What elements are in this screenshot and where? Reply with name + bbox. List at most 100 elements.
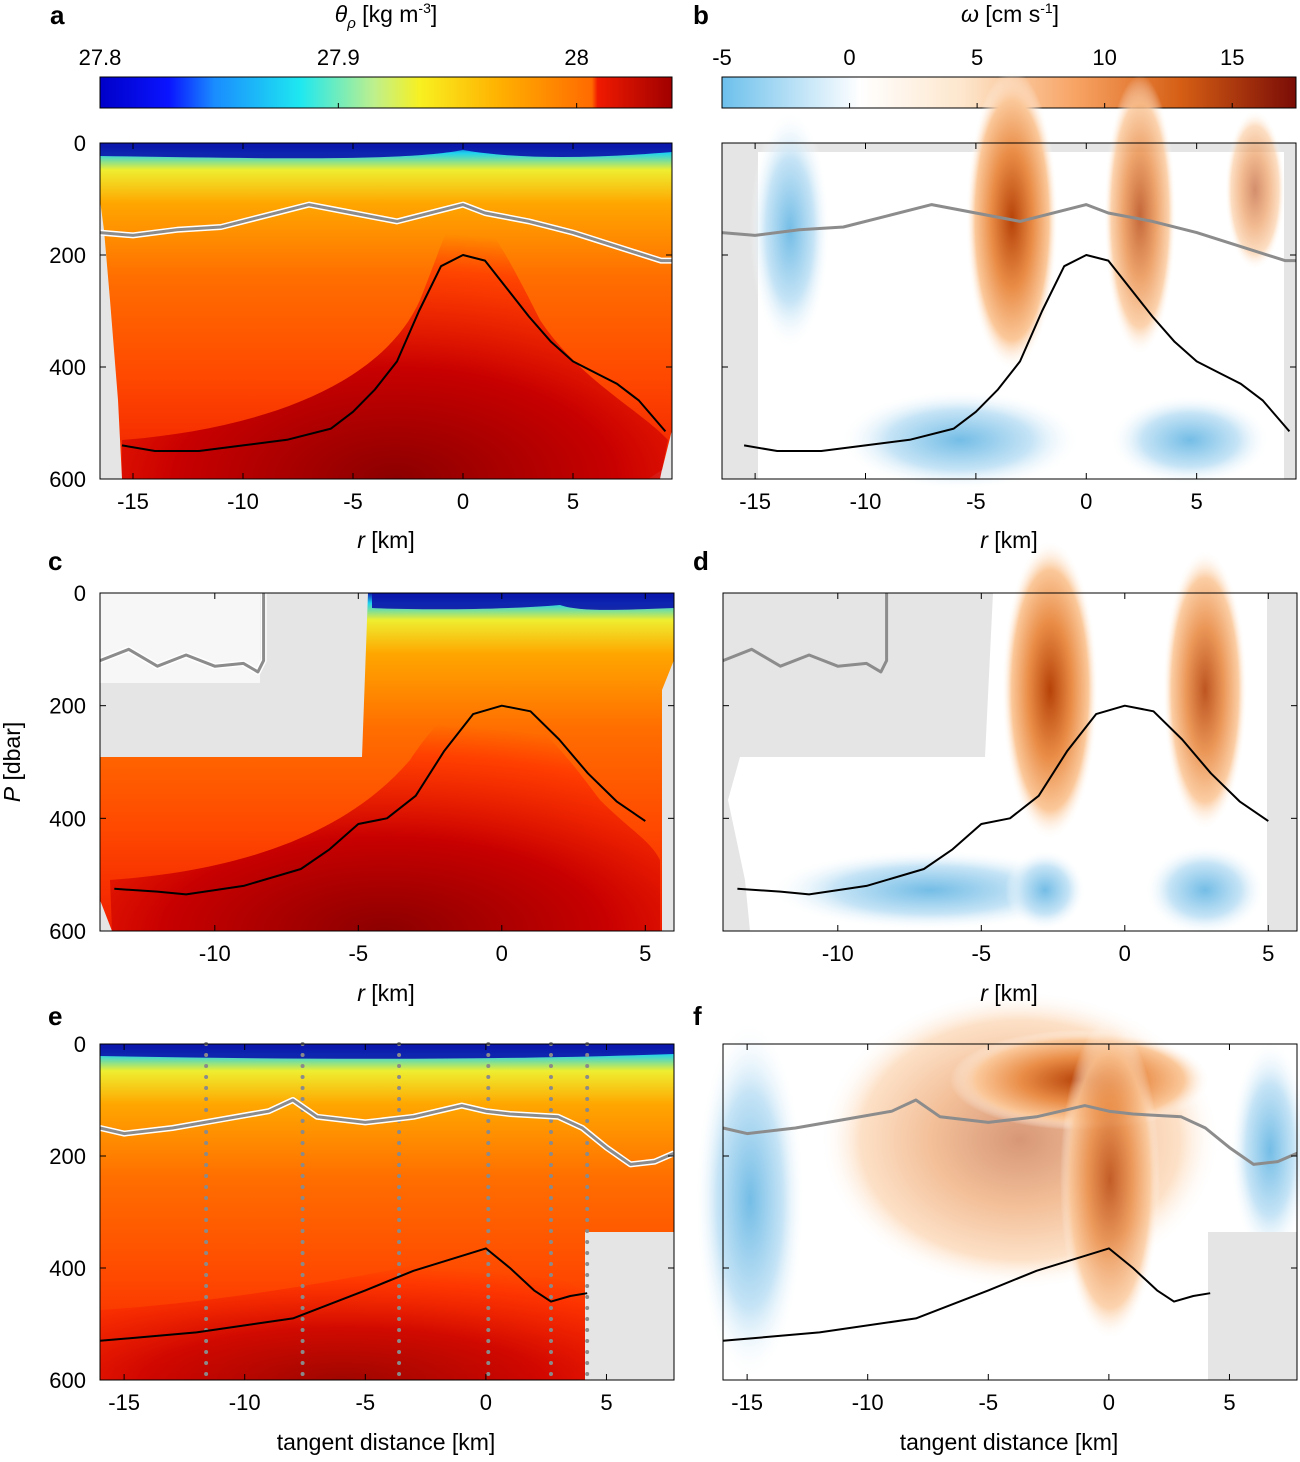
x-tick-label: 5: [1223, 1390, 1235, 1415]
y-tick-label: 0: [74, 131, 86, 156]
panel-c-missing-data-light: [100, 593, 260, 683]
panel-f-frame: [722, 1043, 1298, 1381]
panel-f-cold-cell-1: [695, 1020, 805, 1380]
panel-d-cold-cell-2: [1145, 845, 1265, 935]
x-tick-label: 5: [639, 941, 651, 966]
y-tick-label: 0: [74, 581, 86, 606]
panel-letter-c: c: [48, 546, 62, 576]
panel-e-dense-layer: [100, 1250, 585, 1380]
panel-f-warm-wide: [820, 990, 1220, 1290]
y-tick-label: 200: [49, 243, 86, 268]
panel-d-field: [728, 593, 1267, 931]
panel-e: e -15 -10 -5 0 5 0 200 400 600: [48, 1001, 676, 1415]
y-tick-label: 400: [49, 355, 86, 380]
panel-e-surface-layer: [100, 1044, 674, 1059]
isopycnal-line: [114, 704, 646, 896]
colorbar-a-label: θρ [kg m-3]: [335, 0, 438, 32]
panel-f-missing-data: [1208, 1232, 1297, 1380]
panel-b-frame: [721, 142, 1297, 480]
panel-c: c -10 -5 0 5 0 200 400 600: [48, 546, 675, 966]
panel-d-warm-cell-2: [1163, 550, 1247, 830]
x-tick-label: -5: [979, 1390, 999, 1415]
x-tick-label: 5: [1191, 489, 1203, 514]
panel-a-dense-core: [122, 205, 668, 479]
panel-b-cold-cell-2: [840, 390, 1080, 490]
panel-b-cold-cell-3: [1110, 395, 1270, 485]
panel-d: d -10 -5 0 5: [693, 540, 1298, 966]
axis-label-a-x: r [km]: [357, 527, 415, 553]
axis-label-d-x: r [km]: [980, 980, 1038, 1006]
mixed-layer-line: [722, 593, 889, 674]
y-tick-label: 400: [49, 1256, 86, 1281]
panel-a-surface-layer: [100, 143, 672, 159]
colorbar-tick-label: 10: [1092, 45, 1116, 70]
isopycnal-line: [743, 254, 1291, 452]
panel-letter-b: b: [693, 0, 709, 30]
panel-d-cold-cell-3: [1005, 850, 1085, 930]
y-tick-label: 200: [49, 1144, 86, 1169]
panel-a-frame: [99, 142, 673, 480]
panel-c-dense-core: [110, 700, 660, 931]
x-tick-label: -10: [199, 941, 231, 966]
y-tick-label: 600: [49, 467, 86, 492]
x-tick-label: -10: [852, 1390, 884, 1415]
y-tick-label: 400: [49, 806, 86, 831]
x-tick-label: 0: [457, 489, 469, 514]
y-tick-label: 200: [49, 694, 86, 719]
colorbar-a: 27.8 27.9 28 θρ [kg m-3]: [79, 0, 673, 109]
x-tick-label: 0: [1080, 489, 1092, 514]
axis-label-c-x: r [km]: [357, 980, 415, 1006]
isopycnal-line: [737, 704, 1269, 896]
x-tick-label: 5: [600, 1390, 612, 1415]
axis-label-e-x: tangent distance [km]: [277, 1429, 496, 1455]
panel-a: a -15 -10 -5 0 5 0 200 400 600: [49, 0, 673, 514]
panel-d-warm-cell-1: [1002, 540, 1098, 840]
axis-label-y: P [dbar]: [0, 722, 25, 803]
x-tick-label: 0: [496, 941, 508, 966]
x-tick-label: 5: [567, 489, 579, 514]
isopycnal-line: [99, 1247, 588, 1342]
x-tick-label: -15: [117, 489, 149, 514]
panel-letter-e: e: [48, 1001, 62, 1031]
panel-f-cold-cell-2: [1230, 1040, 1300, 1260]
x-tick-label: -5: [349, 941, 369, 966]
panel-letter-d: d: [693, 546, 709, 576]
x-tick-label: -10: [227, 489, 259, 514]
x-tick-label: -5: [356, 1390, 376, 1415]
x-tick-label: 0: [1119, 941, 1131, 966]
panel-c-frame: [99, 592, 675, 932]
x-tick-label: -10: [229, 1390, 261, 1415]
mixed-layer-line: [99, 1098, 675, 1166]
mixed-layer-line: [721, 203, 1296, 263]
colorbar-b-label: ω [cm s-1]: [961, 0, 1059, 27]
panel-d-frame: [722, 592, 1298, 932]
panel-b: b -15 -10 -5 0 5: [693, 0, 1297, 514]
panel-b-warm-cell-3: [1225, 110, 1285, 270]
panel-e-frame: [99, 1043, 675, 1381]
x-tick-label: 0: [1103, 1390, 1115, 1415]
axis-label-f-x: tangent distance [km]: [900, 1429, 1119, 1455]
x-tick-label: 0: [480, 1390, 492, 1415]
panel-c-surface-layer: [372, 593, 674, 610]
isopycnal-line: [722, 1247, 1211, 1342]
y-tick-label: 600: [49, 1368, 86, 1393]
colorbar-tick-label: 5: [971, 45, 983, 70]
colorbar-tick-label: 27.8: [79, 45, 122, 70]
x-tick-label: -15: [108, 1390, 140, 1415]
panel-letter-a: a: [50, 0, 65, 30]
axis-label-b-x: r [km]: [980, 527, 1038, 553]
mixed-layer-line: [99, 203, 672, 263]
x-tick-label: -15: [739, 489, 771, 514]
isopycnal-line: [121, 254, 667, 452]
colorbar-tick-label: 27.9: [317, 45, 360, 70]
x-tick-label: -5: [343, 489, 363, 514]
panel-f: f -15 -10 -5 0 5: [693, 990, 1300, 1415]
colorbar-tick-label: 28: [564, 45, 588, 70]
y-tick-label: 0: [74, 1032, 86, 1057]
x-tick-label: -5: [972, 941, 992, 966]
colorbar-a-ramp: [99, 76, 673, 109]
x-tick-label: 5: [1262, 941, 1274, 966]
colorbar-tick-label: 15: [1220, 45, 1244, 70]
mixed-layer-line: [722, 1098, 1298, 1166]
